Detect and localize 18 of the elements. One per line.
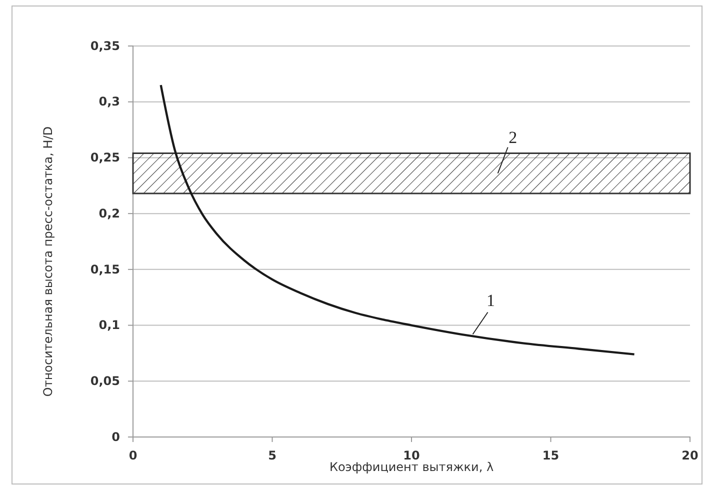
y-tick-label: 0,2 [98,206,120,220]
annotation: 1 [486,291,496,310]
x-axis-title: Коэффициент вытяжки, λ [329,460,494,474]
x-tick-label: 0 [128,448,138,463]
y-tick-label: 0,05 [90,374,120,388]
y-tick-label: 0 [112,430,120,444]
y-tick-label: 0,25 [90,150,120,165]
x-tick-label: 10 [403,448,420,463]
x-tick-label: 20 [682,448,698,463]
line-series [160,84,636,356]
y-tick-label: 0,15 [90,262,120,276]
x-tick-label: 5 [268,448,276,463]
y-tick-label: 0,35 [90,38,120,53]
x-tick-label: 15 [542,448,560,463]
y-tick-label: 0,3 [98,94,120,109]
y-axis-title: Относительная высота пресс-остатка, H/D [41,126,55,397]
annotation: 2 [508,128,518,148]
y-tick-label: 0,1 [98,318,120,332]
